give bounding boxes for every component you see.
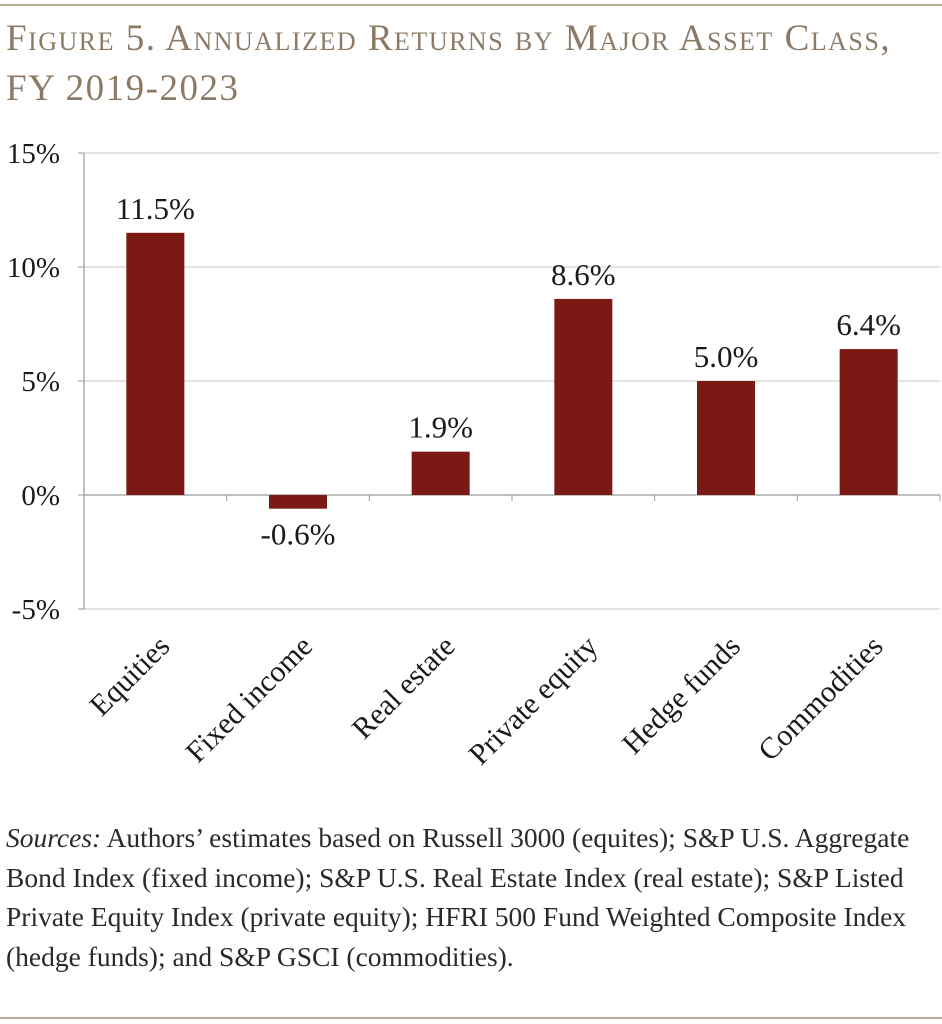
- y-tick-label: 0%: [21, 480, 60, 512]
- x-axis-tick-labels: Equities Fixed income Real estate Private e…: [83, 630, 889, 772]
- bar-chart: 15% 10% 5% 0% -5% 11.5% -0.6% 1.9% 8.6% 5.0% 6.4%…: [7, 138, 941, 772]
- sources-note: Sources: Authors’ estimates based on Rus…: [6, 818, 936, 976]
- x-tick-label: Hedge funds: [616, 630, 747, 761]
- y-tick-label: 5%: [21, 366, 60, 398]
- bar-commodities: [839, 349, 898, 495]
- bar-real-estate: [411, 451, 470, 495]
- x-tick-label: Fixed income: [180, 630, 319, 769]
- x-tick-label: Equities: [83, 630, 176, 723]
- data-labels: 11.5% -0.6% 1.9% 8.6% 5.0% 6.4%: [116, 191, 901, 552]
- y-tick-label: -5%: [12, 594, 60, 626]
- gridlines: [84, 152, 940, 610]
- top-divider: [0, 4, 942, 6]
- sources-label: Sources:: [6, 822, 102, 853]
- x-tick-label: Real estate: [346, 630, 462, 746]
- y-tick-label: 10%: [7, 252, 60, 284]
- x-tick-label: Private equity: [463, 630, 605, 772]
- sources-text: Authors’ estimates based on Russell 3000…: [6, 822, 910, 972]
- x-tick-label: Commodities: [752, 630, 890, 768]
- axes: [78, 152, 941, 610]
- figure-title: Figure 5. Annualized Returns by Major As…: [6, 18, 892, 109]
- bar-equities: [126, 232, 185, 496]
- bars: [126, 232, 898, 509]
- data-label: -0.6%: [261, 517, 336, 552]
- y-axis-tick-labels: 15% 10% 5% 0% -5%: [7, 138, 60, 626]
- data-label: 1.9%: [408, 410, 473, 445]
- bar-private-equity: [554, 298, 613, 495]
- bottom-divider: [0, 1017, 942, 1019]
- bar-fixed-income: [269, 495, 327, 509]
- y-tick-label: 15%: [7, 138, 60, 170]
- bar-hedge-funds: [697, 381, 755, 495]
- data-label: 5.0%: [694, 339, 759, 374]
- data-label: 11.5%: [116, 191, 195, 226]
- data-label: 8.6%: [551, 257, 616, 292]
- data-label: 6.4%: [836, 307, 901, 342]
